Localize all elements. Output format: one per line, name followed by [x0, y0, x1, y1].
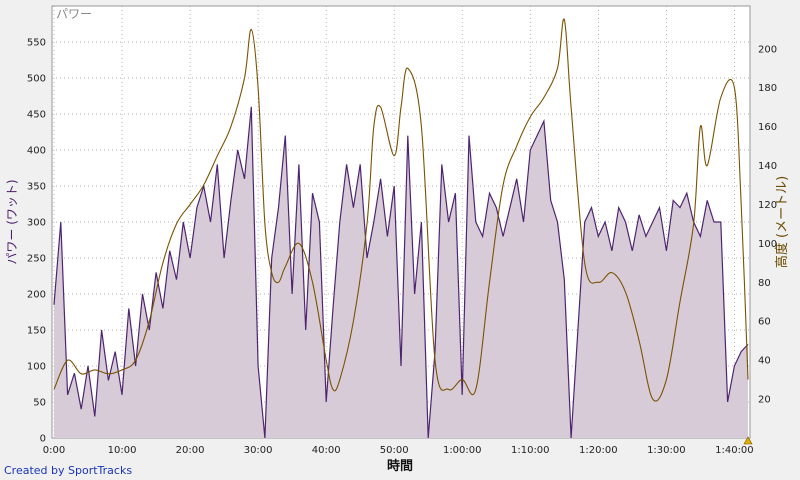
x-tick-label: 30:00 [244, 445, 273, 456]
y-left-tick-label: 350 [27, 182, 46, 193]
y-axis-title-left: パワー (ワット) [5, 179, 19, 264]
power-area [54, 106, 748, 439]
y-left-tick-label: 250 [27, 254, 46, 265]
altitude-line [53, 18, 749, 402]
y-left-tick-label: 300 [27, 218, 46, 229]
y-left-tick-label: 100 [27, 362, 46, 373]
x-tick-label: 50:00 [380, 445, 409, 456]
y-right-tick-label: 160 [758, 122, 777, 133]
x-tick-label: 1:20:00 [579, 445, 618, 456]
power-series [53, 106, 749, 439]
y-left-tick-label: 150 [27, 326, 46, 337]
x-tick-label: 1:30:00 [647, 445, 686, 456]
y-left-tick-label: 450 [27, 110, 46, 121]
x-tick-label: 0:00 [43, 445, 65, 456]
y-axis-title-right: 高度 (メートル) [774, 176, 790, 268]
y-right-tick-label: 140 [758, 161, 777, 172]
y-right-tick-label: 100 [758, 239, 777, 250]
axis-ticks: 0 50 100 150 200 250 300 350 400 450 500 550 20 40 60 8… [27, 38, 777, 457]
y-left-tick-label: 200 [27, 290, 46, 301]
x-tick-label: 1:40:00 [715, 445, 754, 456]
y-right-tick-label: 40 [758, 356, 771, 367]
end-marker-icon [743, 436, 753, 445]
x-tick-label: 20:00 [176, 445, 205, 456]
x-axis-title: 時間 [387, 458, 413, 474]
x-tick-label: 1:00:00 [443, 445, 482, 456]
y-right-tick-label: 200 [758, 44, 777, 55]
altitude-series [53, 18, 749, 402]
y-left-tick-label: 0 [40, 434, 46, 445]
x-tick-label: 40:00 [312, 445, 341, 456]
y-right-tick-label: 60 [758, 317, 771, 328]
y-left-tick-label: 50 [33, 398, 46, 409]
legend-tag: パワー [56, 7, 92, 21]
y-right-tick-label: 80 [758, 278, 771, 289]
y-left-tick-label: 500 [27, 74, 46, 85]
x-tick-label: 1:10:00 [511, 445, 550, 456]
y-right-tick-label: 180 [758, 83, 777, 94]
x-tick-label: 10:00 [108, 445, 137, 456]
y-left-tick-label: 550 [27, 38, 46, 49]
y-left-tick-label: 400 [27, 146, 46, 157]
y-right-tick-label: 120 [758, 200, 777, 211]
y-right-tick-label: 20 [758, 395, 771, 406]
power-line [53, 106, 749, 439]
credit-link[interactable]: Created by SportTracks [4, 464, 133, 477]
